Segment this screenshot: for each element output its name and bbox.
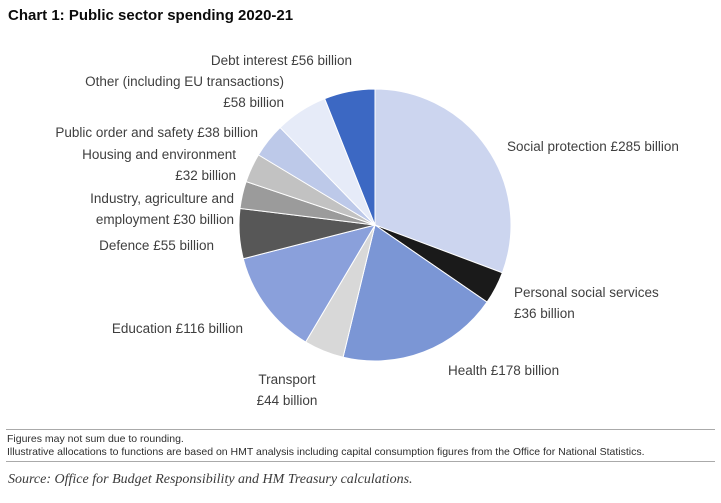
label-text: Other (including EU transactions) <box>85 74 284 89</box>
divider-line <box>6 429 715 430</box>
pie-slice-health <box>342 224 488 362</box>
label-text: £44 billion <box>256 393 318 408</box>
pie-slice-debt-interest <box>324 88 376 226</box>
label-text: £58 billion <box>223 95 284 110</box>
label-text: Housing and environment <box>82 147 236 162</box>
divider-line <box>6 461 715 462</box>
pie-chart <box>238 88 512 362</box>
pie-chart-area <box>237 87 513 363</box>
label-social-protection: Social protection £285 billion <box>507 136 679 157</box>
label-public-order-safety: Public order and safety £38 billion <box>55 122 258 143</box>
pie-slice-social-protection <box>374 88 512 274</box>
label-text: £32 billion <box>175 168 236 183</box>
chart-title: Chart 1: Public sector spending 2020-21 <box>8 7 294 24</box>
footnote-allocations: Illustrative allocations to functions ar… <box>7 446 645 458</box>
pie-slice-education <box>242 224 377 343</box>
label-text: Social protection £285 billion <box>507 139 679 154</box>
footnote-rounding: Figures may not sum due to rounding. <box>7 433 184 445</box>
label-debt-interest: Debt interest £56 billion <box>211 50 352 71</box>
label-text: Public order and safety £38 billion <box>55 125 258 140</box>
label-text: Debt interest £56 billion <box>210 53 352 68</box>
label-text: Health £178 billion <box>448 363 560 378</box>
label-defence: Defence £55 billion <box>99 235 214 256</box>
label-transport: Transport £44 billion <box>217 369 357 411</box>
label-text: Transport <box>258 372 316 387</box>
label-education: Education £116 billion <box>112 318 243 339</box>
source-citation: Source: Office for Budget Responsibility… <box>8 472 413 487</box>
label-other: Other (including EU transactions) £58 bi… <box>85 71 284 113</box>
label-housing-environment: Housing and environment £32 billion <box>82 144 236 186</box>
label-text: Education £116 billion <box>111 321 243 336</box>
label-text: Industry, agriculture and <box>90 191 234 206</box>
label-text: Defence £55 billion <box>99 238 214 253</box>
label-text: Personal social services <box>514 285 659 300</box>
label-health: Health £178 billion <box>448 360 559 381</box>
label-text: employment £30 billion <box>95 212 234 227</box>
label-personal-social-services: Personal social services £36 billion <box>514 282 659 324</box>
label-text: £36 billion <box>514 306 575 321</box>
label-industry-agriculture-employment: Industry, agriculture and employment £30… <box>90 188 234 230</box>
